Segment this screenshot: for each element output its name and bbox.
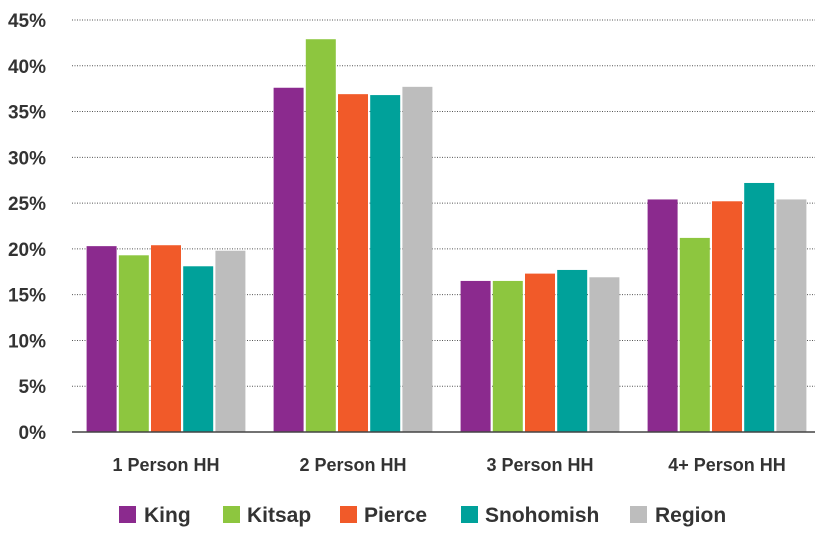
y-tick-label: 0% — [19, 423, 47, 444]
x-category-label: 3 Person HH — [486, 455, 593, 475]
x-category-label: 4+ Person HH — [668, 455, 786, 475]
y-tick-label: 40% — [8, 57, 46, 78]
x-category-label: 1 Person HH — [112, 455, 219, 475]
bar-kitsap-3 — [492, 280, 523, 432]
bar-pierce-1 — [151, 245, 181, 432]
legend-swatch — [223, 506, 240, 523]
y-tick-label: 10% — [8, 331, 46, 352]
y-tick-label: 45% — [8, 11, 46, 32]
legend-swatch — [119, 506, 136, 523]
bar-pierce-2 — [338, 94, 368, 432]
legend-swatch — [340, 506, 357, 523]
bar-region-2 — [402, 86, 433, 432]
legend-swatch — [630, 506, 647, 523]
legend-item-pierce: Pierce — [340, 504, 427, 527]
legend-label: Kitsap — [247, 504, 311, 527]
y-tick-label: 20% — [8, 240, 46, 261]
bar-kitsap-2 — [305, 39, 336, 433]
bar-pierce-3 — [525, 273, 555, 432]
legend-item-snohomish: Snohomish — [461, 504, 599, 527]
legend-swatch — [461, 506, 478, 523]
bar-king-2 — [273, 87, 304, 433]
bar-region-4 — [776, 199, 807, 432]
y-tick-label: 15% — [8, 286, 46, 307]
legend-item-kitsap: Kitsap — [223, 504, 311, 527]
legend: King Kitsap Pierce Snohomish Region — [119, 504, 726, 527]
y-axis-tick-labels: 0% 5% 10% 15% 20% 25% 30% 35% 40% 45% — [8, 11, 46, 444]
legend-label: Snohomish — [485, 504, 599, 527]
bar-region-1 — [215, 250, 246, 432]
bar-snohomish-3 — [557, 269, 588, 432]
legend-label: Region — [655, 504, 726, 527]
y-tick-label: 5% — [19, 377, 47, 398]
x-axis-category-labels: 1 Person HH 2 Person HH 3 Person HH 4+ Pers… — [112, 455, 785, 475]
bar-kitsap-1 — [118, 255, 149, 432]
bar-kitsap-4 — [679, 237, 710, 432]
bar-snohomish-2 — [370, 95, 401, 432]
legend-item-region: Region — [630, 504, 726, 527]
bar-snohomish-4 — [744, 182, 775, 432]
bar-king-4 — [647, 199, 678, 432]
legend-label: King — [144, 504, 191, 527]
bar-pierce-4 — [712, 201, 742, 432]
bar-snohomish-1 — [183, 266, 214, 432]
bars — [86, 39, 807, 433]
legend-label: Pierce — [364, 504, 427, 527]
y-tick-label: 25% — [8, 194, 46, 215]
bar-region-3 — [589, 277, 620, 432]
legend-item-king: King — [119, 504, 191, 527]
y-tick-label: 35% — [8, 103, 46, 124]
x-category-label: 2 Person HH — [299, 455, 406, 475]
bar-king-1 — [86, 246, 117, 432]
bar-king-3 — [460, 280, 491, 432]
y-tick-label: 30% — [8, 148, 46, 169]
